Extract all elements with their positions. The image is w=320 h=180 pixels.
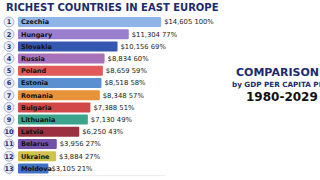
category-label: Slovakia: [21, 43, 52, 51]
rank-badge: [4, 29, 14, 39]
annotation: 1980-2029: [246, 90, 318, 104]
rank: 7: [7, 92, 12, 100]
data-label: $8,834 60%: [108, 55, 150, 63]
rank: 8: [7, 104, 12, 112]
rank-badge: [4, 78, 14, 88]
rank-badge: [4, 151, 14, 161]
rank: 4: [7, 55, 12, 63]
data-label: $6,250 43%: [82, 128, 124, 136]
bar: [18, 66, 103, 76]
bar: [18, 102, 90, 112]
bar: [18, 17, 161, 27]
category-label: Moldova: [21, 165, 52, 173]
rank-badge: [4, 41, 14, 51]
rank-badge: [4, 163, 14, 173]
category-label: Romania: [21, 92, 53, 100]
category-label: Poland: [21, 67, 46, 75]
annotation: by GDP PER CAPITA PPP: [232, 80, 320, 89]
data-label: $11,304 77%: [132, 31, 178, 39]
data-label: $7,388 51%: [93, 104, 135, 112]
category-label: Belarus: [21, 140, 49, 148]
bar: [18, 41, 118, 51]
rank-badge: [4, 54, 14, 64]
data-label: $8,518 58%: [104, 79, 146, 87]
category-label: Estonia: [21, 79, 48, 87]
data-label: $3,105 21%: [51, 165, 93, 173]
data-label: $7,130 49%: [91, 116, 133, 124]
data-label: $3,884 27%: [59, 153, 101, 161]
category-label: Czechia: [21, 18, 49, 26]
rank: 2: [7, 31, 12, 39]
data-label: $8,348 57%: [103, 92, 145, 100]
rank: 10: [4, 128, 14, 136]
title: RICHEST COUNTRIES IN EAST EUROPE: [6, 2, 219, 13]
data-label: $10,156 69%: [121, 43, 167, 51]
rank-badge: [4, 17, 14, 27]
data-label: $3,956 27%: [60, 140, 102, 148]
rank: 9: [7, 116, 12, 124]
background: [0, 0, 320, 180]
rank-badge: [4, 127, 14, 137]
rank-badge: [4, 90, 14, 100]
category-label: Hungary: [21, 31, 53, 39]
rank-badge: [4, 66, 14, 76]
rank: 13: [4, 165, 13, 173]
category-label: Bulgaria: [21, 104, 52, 112]
category-label: Latvia: [21, 128, 44, 136]
rank-badge: [4, 139, 14, 149]
category-label: Russia: [21, 55, 45, 63]
rank-badge: [4, 102, 14, 112]
bar: [18, 90, 100, 100]
rank: 1: [7, 18, 12, 26]
bar: [18, 115, 88, 125]
x-axis: [18, 175, 165, 176]
category-label: Ukraine: [21, 153, 50, 161]
rank: 6: [7, 79, 12, 87]
annotation: COMPARISON BY: [236, 66, 320, 79]
rank: 5: [7, 67, 12, 75]
labels: 1 Czechia $14,605 100% 2 Hungary $11,304 77% 3…: [4, 17, 214, 173]
data-label: $14,605 100%: [164, 18, 214, 26]
category-label: Lithuania: [21, 116, 55, 124]
bars: [18, 17, 161, 173]
rank-badge: [4, 115, 14, 125]
rank: 3: [7, 43, 12, 51]
chart: RICHEST COUNTRIES IN EAST EUROPE COMPARIS…: [0, 0, 320, 180]
bar: [18, 78, 101, 88]
bar: [18, 54, 105, 64]
bar: [18, 29, 129, 39]
rank: 12: [4, 153, 13, 161]
data-label: $8,659 59%: [106, 67, 148, 75]
bar: [18, 151, 56, 161]
bar: [18, 127, 79, 137]
bar: [18, 139, 57, 149]
rank: 11: [4, 140, 14, 148]
